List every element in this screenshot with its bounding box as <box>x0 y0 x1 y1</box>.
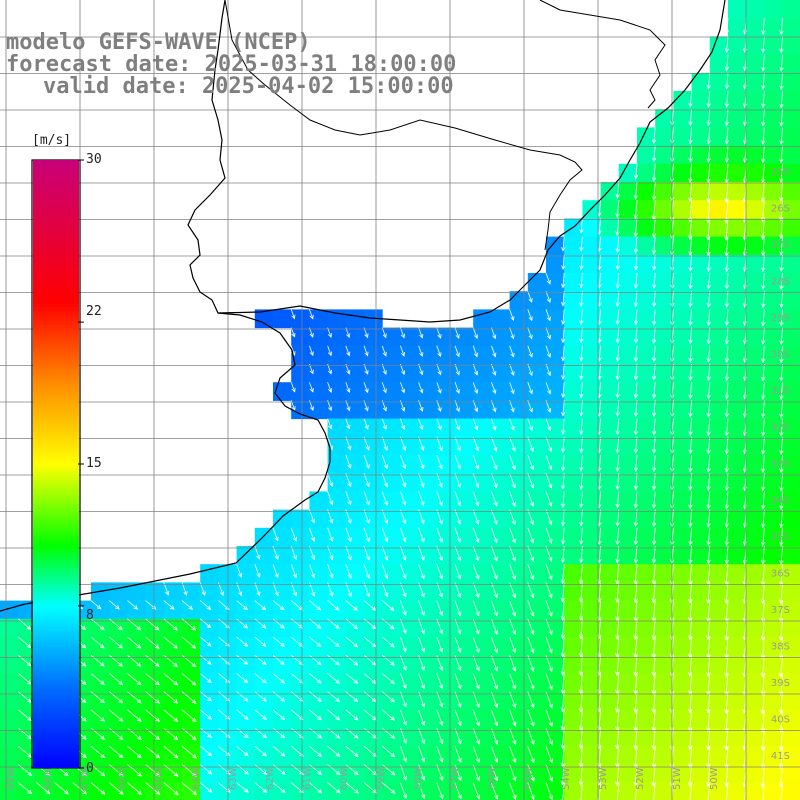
latitude-tick-label: 37S <box>771 605 790 616</box>
longitude-tick-label: 57W <box>450 767 461 790</box>
longitude-tick-label: 61W <box>302 767 313 790</box>
longitude-tick-label: 51W <box>672 767 683 790</box>
valid-date-label: valid date: 2025-04-02 15:00:00 <box>43 74 454 99</box>
coordinate-tick-labels: 25S 26S 27S 28S 29S 30S 31S 32S 33S 34S 35S 36S 37S 3… <box>6 167 790 790</box>
longitude-tick-label: 58W <box>413 767 424 790</box>
latitude-tick-label: 36S <box>771 569 790 580</box>
longitude-tick-label: 59W <box>376 767 387 790</box>
longitude-tick-label: 63W <box>228 767 239 790</box>
national-border <box>224 0 583 251</box>
longitude-tick-label: 65W <box>154 767 165 790</box>
latitude-tick-label: 38S <box>771 642 790 653</box>
longitude-tick-label: 68W <box>43 767 54 790</box>
longitude-tick-label: 50W <box>709 767 720 790</box>
latitude-tick-label: 32S <box>771 423 790 434</box>
longitude-tick-label: 69W <box>6 767 17 790</box>
longitude-tick-label: 53W <box>598 767 609 790</box>
national-border-north <box>539 0 666 109</box>
longitude-tick-label: 54W <box>561 767 572 790</box>
wind-vector-arrows <box>17 18 784 800</box>
latitude-tick-label: 33S <box>771 459 790 470</box>
longitude-tick-label: 64W <box>191 767 202 790</box>
colorbar-tick-0: 0 <box>86 761 94 776</box>
model-title: modelo GEFS-WAVE (NCEP) <box>6 30 311 55</box>
latitude-tick-label: 40S <box>771 715 790 726</box>
latitude-tick-label: 31S <box>771 386 790 397</box>
latitude-tick-label: 25S <box>771 167 790 178</box>
colorbar-tick-30: 30 <box>86 152 102 167</box>
colorbar-gradient <box>33 159 84 769</box>
coastline-river-plate <box>217 0 726 323</box>
latitude-tick-label: 35S <box>771 532 790 543</box>
latitude-tick-label: 39S <box>771 678 790 689</box>
latitude-tick-label: 34S <box>771 496 790 507</box>
colorbar-tick-22: 22 <box>86 304 102 319</box>
latitude-tick-label: 41S <box>771 751 790 762</box>
colorbar-tick-15: 15 <box>86 456 102 471</box>
longitude-tick-label: 56W <box>487 767 498 790</box>
forecast-date-label: forecast date: 2025-03-31 18:00:00 <box>6 52 457 77</box>
longitude-tick-label: 52W <box>635 767 646 790</box>
longitude-tick-label: 62W <box>265 767 276 790</box>
latitude-tick-label: 28S <box>771 277 790 288</box>
longitude-tick-label: 66W <box>117 767 128 790</box>
latitude-tick-label: 26S <box>771 204 790 215</box>
latitude-tick-label: 30S <box>771 350 790 361</box>
colorbar-tick-8: 8 <box>86 608 94 623</box>
longitude-tick-label: 55W <box>524 767 535 790</box>
longitude-tick-label: 60W <box>339 767 350 790</box>
longitude-tick-label: 67W <box>80 767 91 790</box>
coastline <box>0 0 331 612</box>
colorbar-unit-label: [m/s] <box>32 133 72 148</box>
latitude-tick-label: 29S <box>771 313 790 324</box>
latitude-tick-label: 27S <box>771 240 790 251</box>
